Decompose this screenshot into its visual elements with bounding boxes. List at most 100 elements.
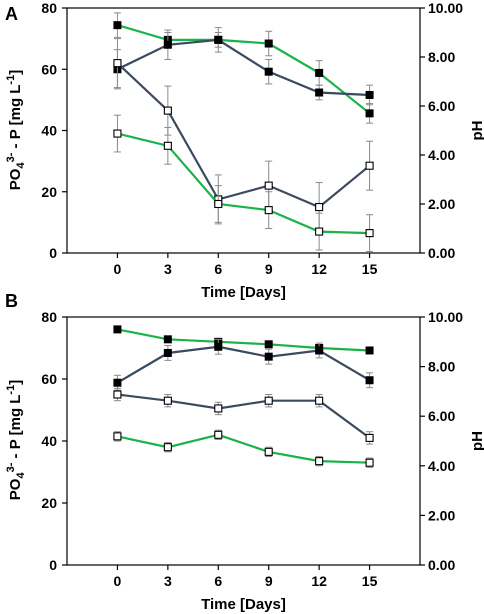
y-axis-label-part: -1: [5, 385, 17, 395]
series-green-filled: [113, 325, 374, 355]
data-point-open: [214, 199, 223, 209]
data-point-open: [163, 443, 172, 452]
y-tick-label: 0: [49, 245, 57, 261]
series-line: [117, 393, 371, 439]
data-point-filled: [365, 376, 374, 385]
data-point-open: [113, 432, 122, 441]
panel-label: B: [5, 291, 18, 311]
data-point-filled: [264, 352, 273, 361]
series-blue-open: [113, 387, 374, 445]
x-tick-label: 0: [114, 573, 122, 589]
y2-tick-label: 8.00: [428, 359, 455, 375]
y-tick-label: 80: [41, 0, 57, 16]
data-point-open: [113, 59, 122, 68]
data-point-open: [315, 203, 324, 212]
series-green-open: [113, 114, 374, 252]
series-line: [116, 62, 371, 209]
y-tick-label: 60: [41, 371, 57, 387]
data-point-open: [365, 433, 374, 442]
y-axis-label-part: 3-: [5, 152, 17, 162]
x-tick-label: 9: [265, 261, 273, 277]
y-tick-label: 40: [41, 433, 57, 449]
data-point-filled: [264, 67, 273, 76]
y2-axis-label: pH: [469, 431, 484, 451]
data-point-filled: [365, 90, 374, 99]
series-line: [117, 328, 370, 352]
x-tick-label: 3: [164, 261, 172, 277]
y-axis-label-part: - P [mg L: [7, 395, 24, 463]
y-axis-label-part: ]: [7, 380, 24, 385]
data-point-open: [214, 430, 223, 439]
data-point-filled: [264, 340, 273, 349]
y2-tick-label: 10.00: [428, 309, 463, 325]
y2-tick-label: 10.00: [428, 0, 463, 16]
y-tick-label: 80: [41, 309, 57, 325]
series-blue-open: [113, 38, 374, 233]
data-point-filled: [315, 346, 324, 355]
data-point-open: [365, 161, 374, 170]
x-tick-label: 12: [311, 261, 327, 277]
y-axis-label-part: PO: [7, 478, 24, 500]
x-tick-label: 6: [214, 261, 222, 277]
y-axis-label-part: 4: [15, 472, 27, 479]
x-tick-label: 0: [114, 261, 122, 277]
data-point-filled: [163, 348, 172, 357]
data-point-filled: [315, 88, 324, 97]
data-point-open: [264, 181, 273, 190]
y2-tick-label: 0.00: [428, 557, 455, 573]
data-point-open: [163, 396, 172, 405]
data-point-open: [163, 141, 172, 150]
data-point-filled: [214, 342, 223, 351]
panel-label: A: [5, 4, 18, 24]
panel-b: B 0 20 40 60 80 0.00 2.00 4.00 6.00 8.00 10.00 0 3 6 9 1…: [5, 291, 484, 613]
data-point-filled: [365, 346, 374, 355]
data-point-filled: [163, 40, 172, 49]
x-tick-label: 15: [362, 573, 378, 589]
series-line: [116, 345, 371, 384]
series-line: [117, 24, 371, 115]
data-point-open: [113, 129, 122, 138]
data-point-open: [315, 227, 324, 236]
x-axis-label: Time [Days]: [201, 284, 286, 301]
y2-tick-label: 2.00: [428, 507, 455, 523]
y-tick-label: 20: [41, 184, 57, 200]
data-point-open: [264, 206, 273, 215]
y-tick-label: 60: [41, 61, 57, 77]
y2-tick-label: 6.00: [428, 408, 455, 424]
data-point-open: [365, 229, 374, 238]
data-point-filled: [264, 39, 273, 48]
x-tick-label: 6: [214, 573, 222, 589]
data-point-filled: [315, 68, 324, 77]
y-axis-label: PO43- - P [mg L-1]: [5, 70, 27, 190]
x-tick-label: 12: [311, 573, 327, 589]
data-point-open: [264, 396, 273, 405]
data-point-filled: [113, 21, 122, 30]
x-tick-label: 15: [362, 261, 378, 277]
y-axis-label-part: PO: [7, 168, 24, 190]
panel-a: A 0 20 40 60 80 0.00 2.00 4.00 6.00 8.00 10.00 0 3 6 9 1…: [5, 0, 484, 301]
y2-tick-label: 2.00: [428, 196, 455, 212]
y-axis-label-part: 4: [15, 162, 27, 169]
y2-tick-label: 8.00: [428, 49, 455, 65]
x-tick-label: 3: [164, 573, 172, 589]
data-point-open: [365, 458, 374, 467]
data-point-filled: [163, 335, 172, 344]
data-point-open: [315, 457, 324, 466]
y-axis-label-part: - P [mg L: [7, 85, 24, 153]
data-point-open: [163, 106, 172, 115]
y2-tick-label: 4.00: [428, 147, 455, 163]
y-axis-label-part: ]: [7, 70, 24, 75]
data-point-filled: [365, 109, 374, 118]
y2-tick-label: 6.00: [428, 98, 455, 114]
y-axis-label-part: -1: [5, 75, 17, 85]
series-blue-filled: [113, 27, 374, 106]
data-point-filled: [113, 378, 122, 387]
series-line: [117, 132, 370, 235]
series-line: [117, 433, 370, 464]
data-point-open: [315, 396, 324, 405]
y2-tick-label: 4.00: [428, 458, 455, 474]
y2-axis-label: pH: [469, 121, 484, 141]
x-axis-label: Time [Days]: [201, 596, 286, 613]
y-tick-label: 20: [41, 495, 57, 511]
